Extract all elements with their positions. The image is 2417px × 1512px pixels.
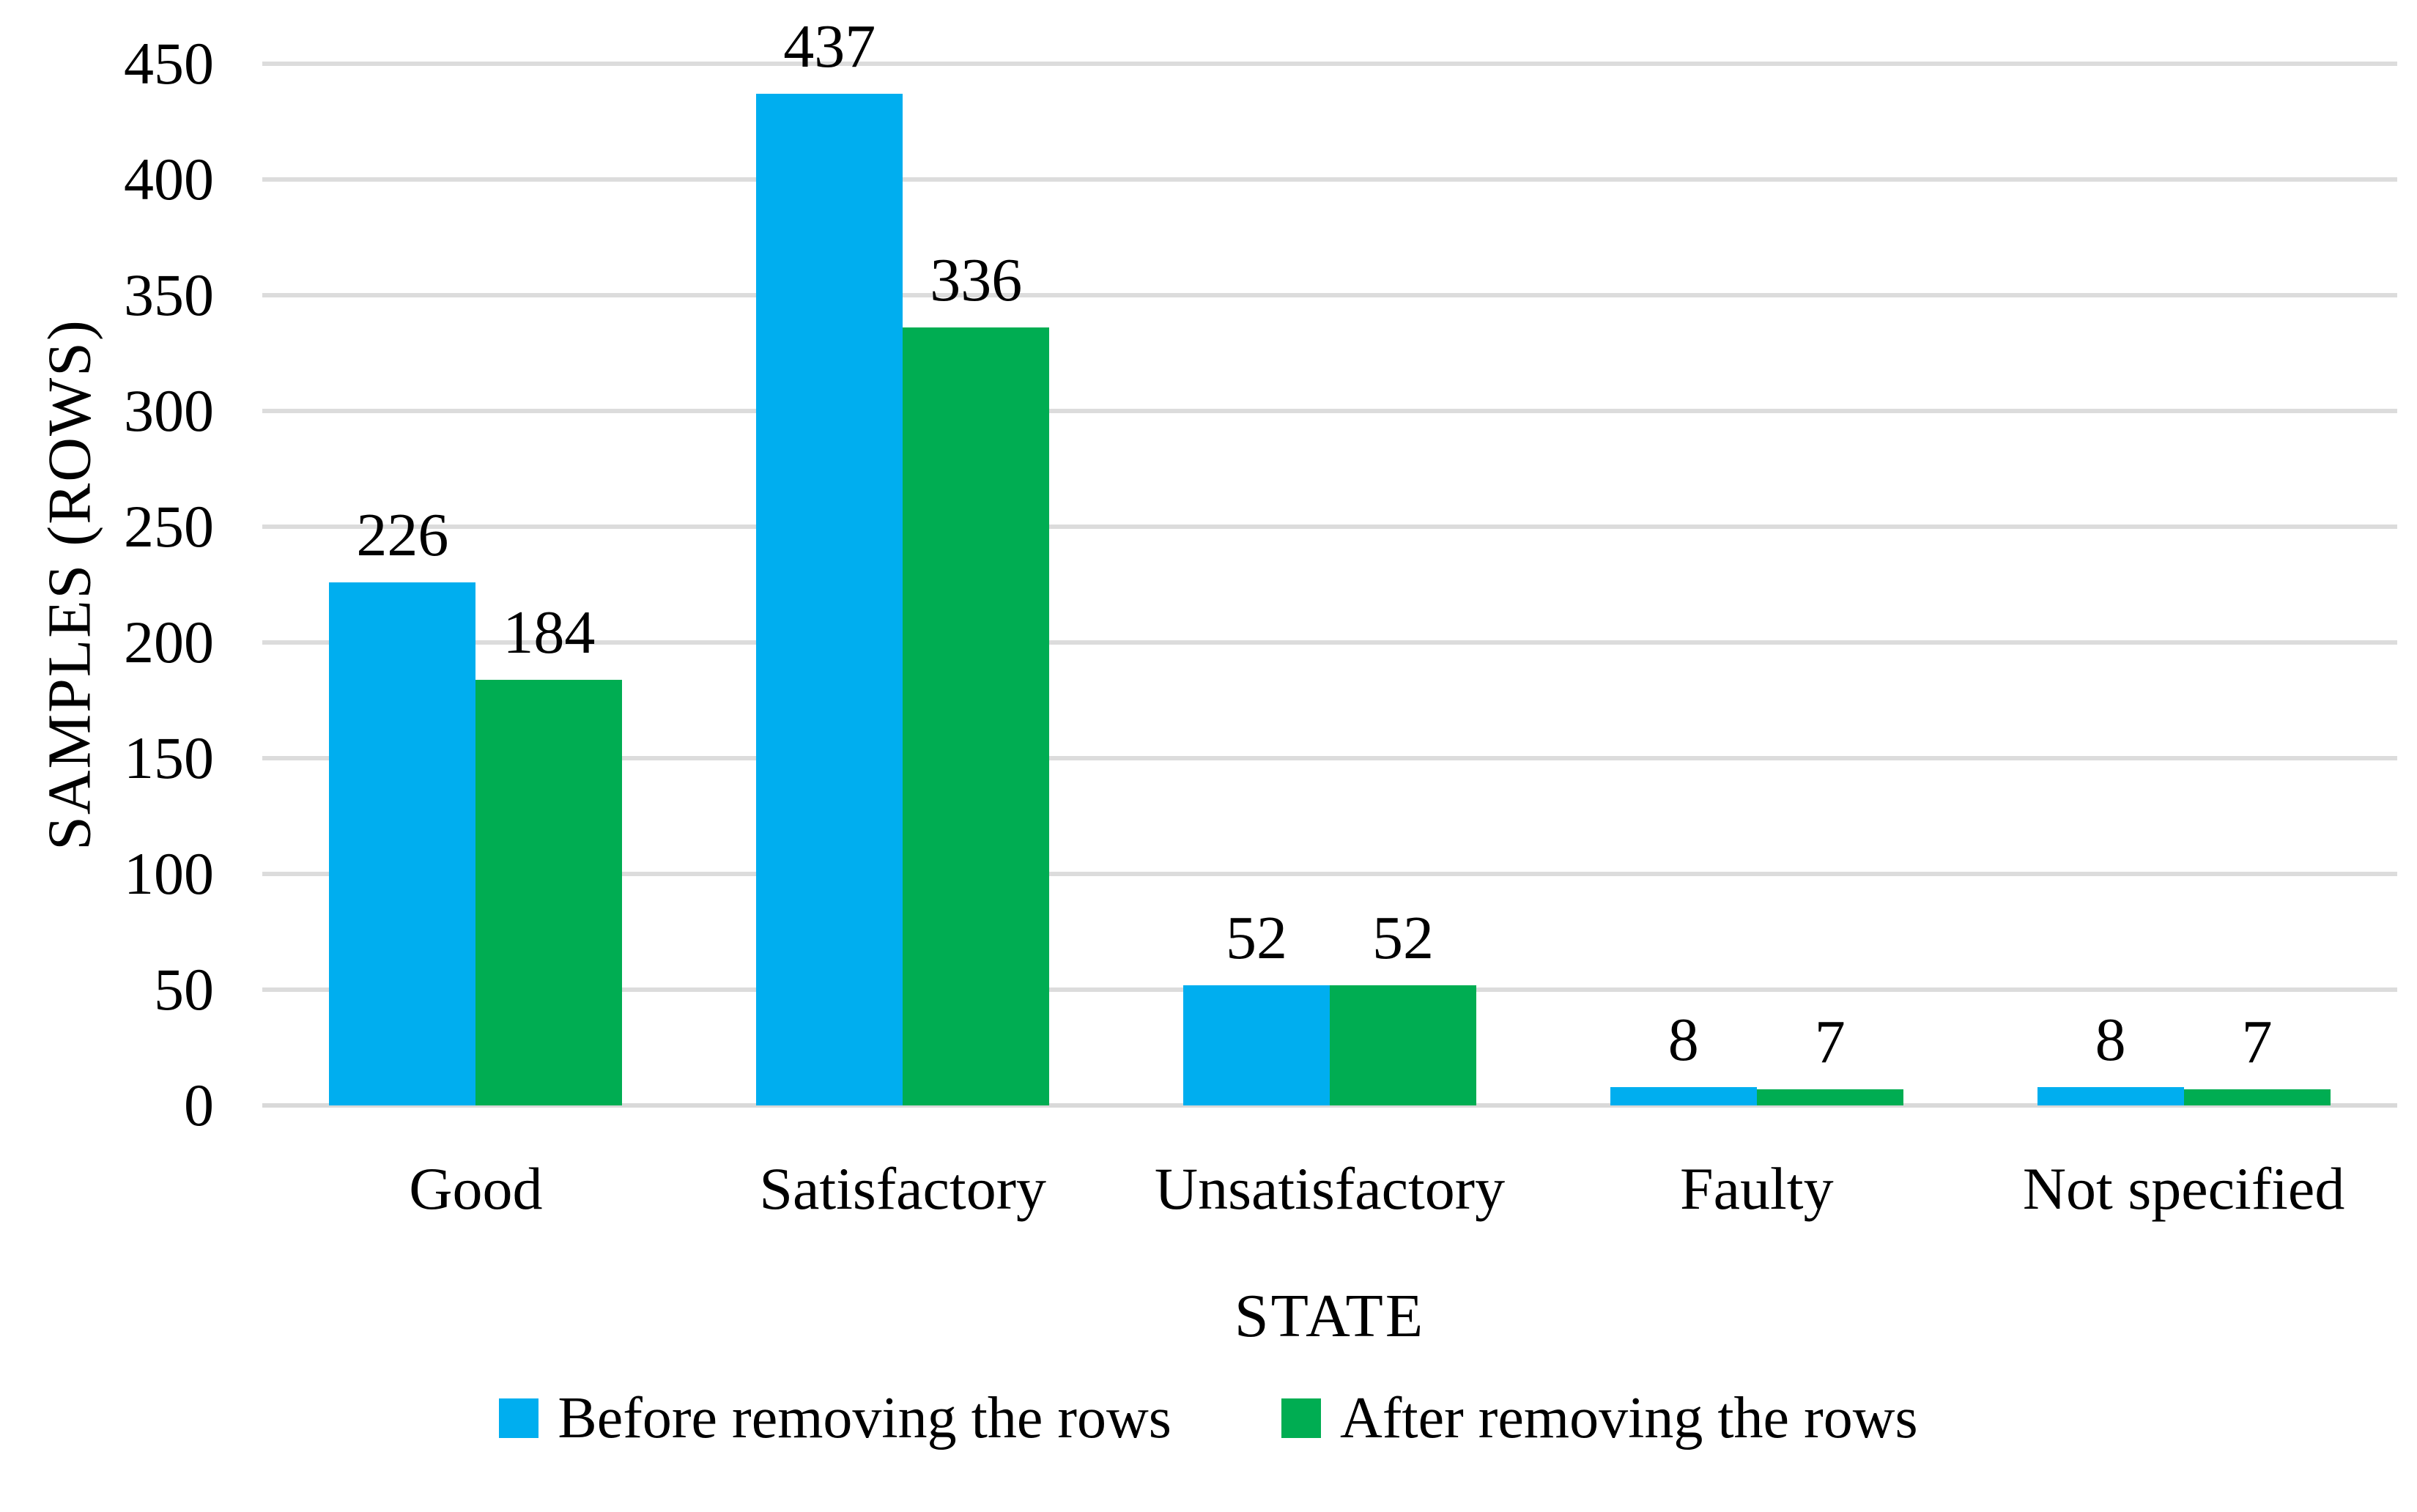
category-label-good: Good — [409, 1155, 543, 1222]
category-label-not-specified: Not specified — [2022, 1155, 2345, 1222]
y-tick-label-200: 200 — [124, 609, 214, 675]
plot-area: 226 184 437 336 52 52 8 7 8 7 — [262, 16, 2397, 1108]
legend-label: After removing the rows — [1339, 1386, 1918, 1450]
gridline-250 — [262, 525, 2397, 529]
x-axis-category-labels: Good Satisfactory Unsatisfactory Faulty Not … — [262, 1155, 2397, 1222]
bar-value-label: 7 — [2241, 1007, 2273, 1076]
gridline-100 — [262, 872, 2397, 876]
gridline-200 — [262, 640, 2397, 645]
bar: 8 — [1610, 1009, 1757, 1105]
bar-value-label: 226 — [356, 500, 449, 569]
gridline-400 — [262, 177, 2397, 182]
bar: 226 — [329, 504, 476, 1105]
y-tick-label-450: 450 — [124, 30, 214, 97]
bar-value-label: 52 — [1372, 903, 1434, 972]
bar: 8 — [2037, 1009, 2184, 1105]
legend: Before removing the rows After removing t… — [0, 1389, 2417, 1448]
y-tick-label-250: 250 — [124, 493, 214, 560]
bar-value-label: 8 — [1668, 1005, 1699, 1074]
x-axis-title: STATE — [1234, 1282, 1426, 1350]
bar: 184 — [475, 601, 623, 1105]
bar: 437 — [756, 16, 903, 1105]
bar-value-label: 184 — [503, 598, 596, 667]
y-tick-label-150: 150 — [124, 724, 214, 791]
y-tick-label-100: 100 — [124, 840, 214, 907]
gridline-350 — [262, 293, 2397, 297]
legend-label: Before removing the rows — [558, 1386, 1172, 1450]
legend-item: Before removing the rows — [499, 1389, 1172, 1448]
bar: 336 — [903, 250, 1050, 1105]
y-tick-label-400: 400 — [124, 146, 214, 212]
bar-group-unsatisfactory: 52 52 — [1117, 64, 1544, 1105]
bar: 7 — [1756, 1011, 1903, 1105]
category-label-unsatisfactory: Unsatisfactory — [1154, 1155, 1506, 1222]
legend-swatch-icon — [499, 1398, 539, 1438]
bar: 52 — [1182, 907, 1330, 1105]
y-axis-tick-labels: 0 50 100 150 200 250 300 350 400 450 — [0, 34, 214, 1135]
category-label-faulty: Faulty — [1680, 1155, 1834, 1222]
y-tick-label-0: 0 — [184, 1072, 214, 1138]
bar-group-good: 226 184 — [262, 64, 689, 1105]
bar-value-label: 7 — [1814, 1007, 1846, 1076]
y-tick-label-300: 300 — [124, 377, 214, 444]
bar-value-label: 52 — [1225, 903, 1287, 972]
y-tick-label-350: 350 — [124, 262, 214, 328]
bar: 7 — [2183, 1011, 2331, 1105]
y-tick-label-50: 50 — [154, 956, 214, 1023]
legend-item: After removing the rows — [1281, 1389, 1918, 1448]
category-label-satisfactory: Satisfactory — [759, 1155, 1047, 1222]
gridline-300 — [262, 409, 2397, 413]
bar: 52 — [1329, 907, 1476, 1105]
bar-value-label: 336 — [930, 246, 1023, 315]
x-axis-line — [262, 1103, 2397, 1108]
bar-value-label: 437 — [783, 12, 876, 81]
gridline-150 — [262, 756, 2397, 760]
legend-swatch-icon — [1281, 1398, 1321, 1438]
gridline-450 — [262, 62, 2397, 66]
bar-group-satisfactory: 437 336 — [689, 16, 1117, 1105]
bar-value-label: 8 — [2095, 1005, 2126, 1074]
